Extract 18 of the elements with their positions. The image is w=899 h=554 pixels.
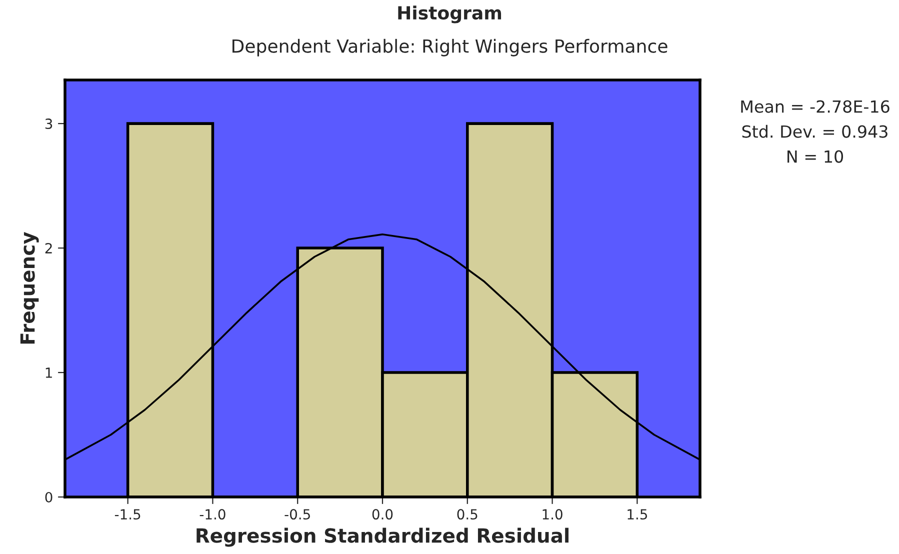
text: Std. Dev. = 0.943 <box>742 124 888 138</box>
y-tick-label: 1 <box>46 368 52 378</box>
text: N = 10 <box>788 150 844 163</box>
y-tick-label: 2 <box>45 243 52 254</box>
chart-subtitle: Dependent Variable: Right Wingers Performance <box>232 38 668 56</box>
y-tick-label: 0 <box>45 492 52 502</box>
y-tick-label: 3 <box>45 118 52 130</box>
x-tick-label: 0.0 <box>372 509 393 520</box>
y-axis-title: Frequency <box>20 232 39 344</box>
x-axis-title: Regression Standardized Residual <box>196 528 568 547</box>
x-tick-label: 1.5 <box>628 509 648 520</box>
chart-title: Histogram <box>398 6 502 24</box>
x-tick-label: -1.0 <box>200 509 226 520</box>
x-tick-label: 0.5 <box>457 509 478 520</box>
x-tick-label: -0.5 <box>284 509 310 520</box>
x-tick-label: -1.5 <box>114 509 140 520</box>
text: Mean = -2.78E-16 <box>741 100 890 113</box>
x-tick-label: 1.0 <box>542 509 562 520</box>
